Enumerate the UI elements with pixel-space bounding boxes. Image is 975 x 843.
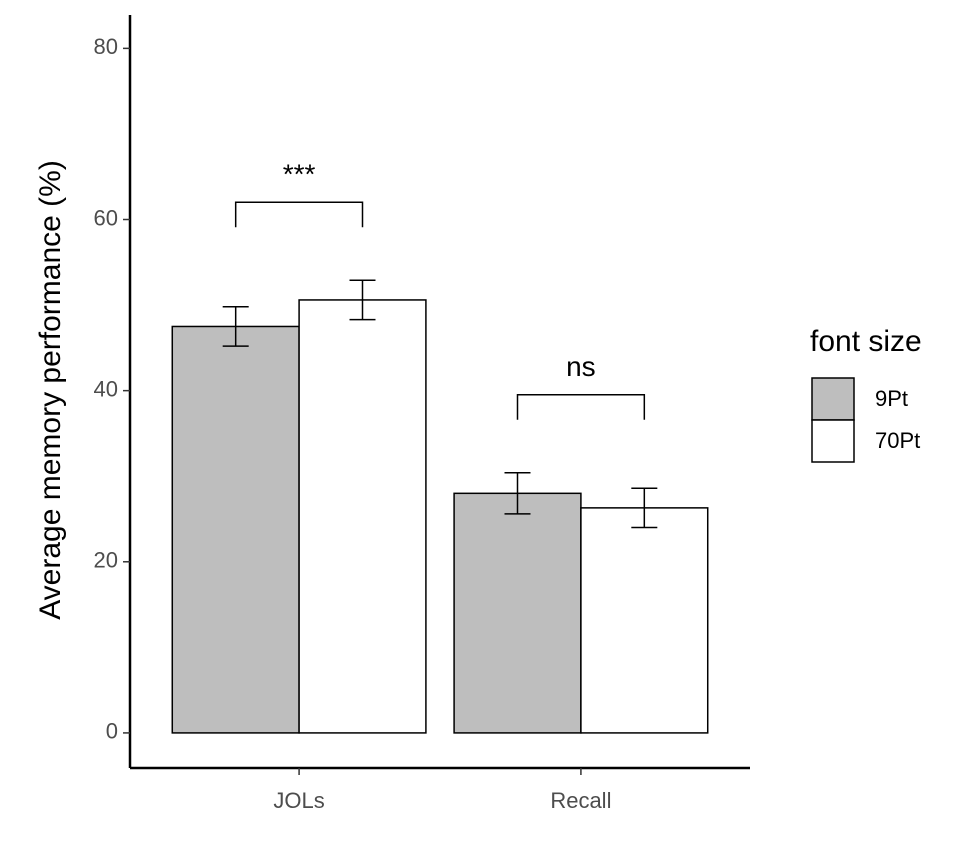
bar xyxy=(171,325,300,734)
legend-swatch xyxy=(811,419,855,463)
x-tick-label: Recall xyxy=(550,788,611,813)
error-bar xyxy=(631,487,658,529)
significance-label: *** xyxy=(283,159,316,190)
y-tick-label: 60 xyxy=(94,205,118,230)
y-tick-label: 0 xyxy=(106,719,118,744)
y-tick-label: 80 xyxy=(94,34,118,59)
y-axis-title: Average memory performance (%) xyxy=(34,160,67,620)
bar xyxy=(580,507,709,734)
error-bar xyxy=(222,306,249,347)
x-tick-label: JOLs xyxy=(273,788,324,813)
significance-label: ns xyxy=(566,351,596,382)
significance-bracket xyxy=(234,201,364,228)
legend-swatch xyxy=(811,377,855,421)
error-bar xyxy=(504,472,531,515)
y-tick-label: 20 xyxy=(94,548,118,573)
bar xyxy=(453,492,582,734)
y-tick-label: 40 xyxy=(94,376,118,401)
error-bar xyxy=(349,279,376,321)
legend-title: font size xyxy=(810,325,922,358)
bar xyxy=(298,299,427,734)
legend-label: 9Pt xyxy=(875,386,908,411)
legend-label: 70Pt xyxy=(875,428,920,453)
significance-bracket xyxy=(516,394,646,420)
